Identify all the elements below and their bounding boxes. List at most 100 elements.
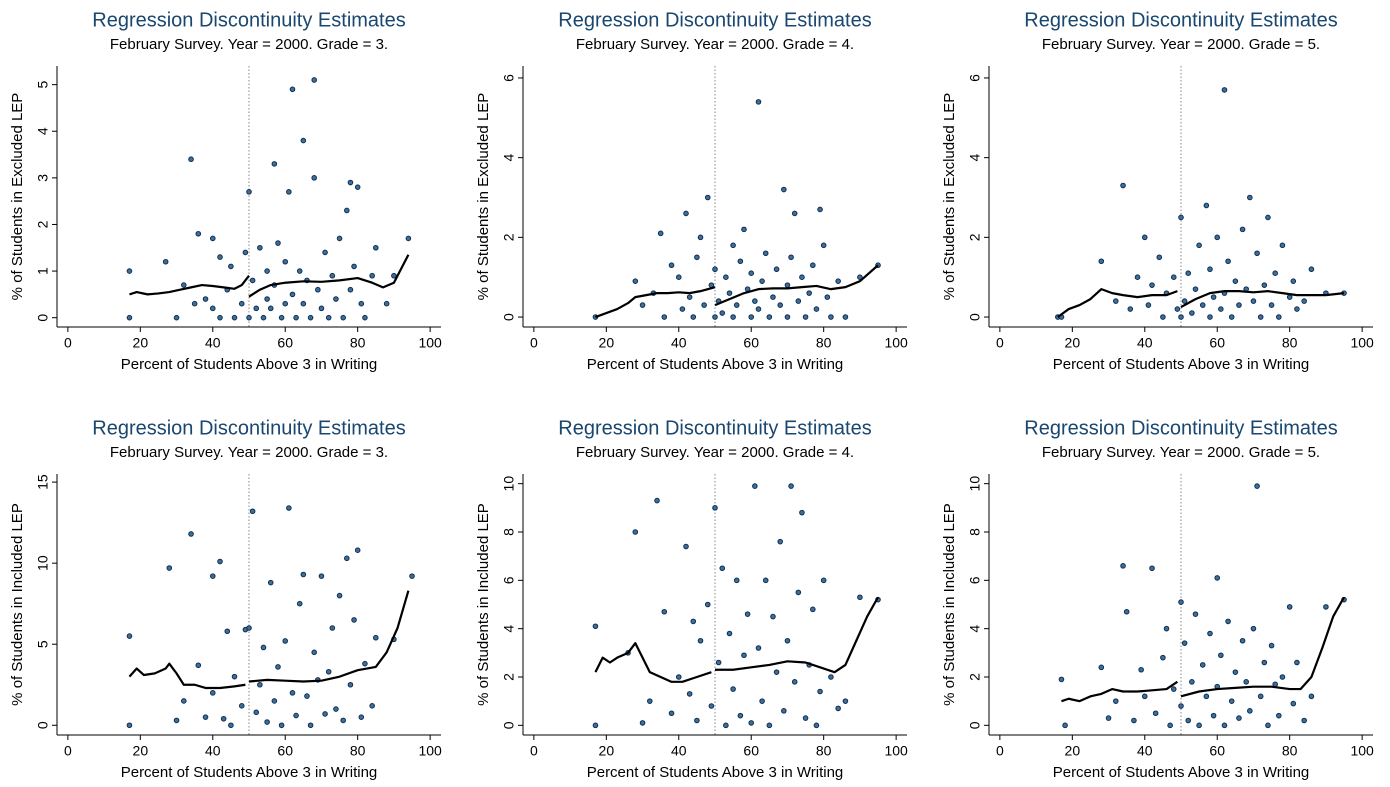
data-point xyxy=(351,617,357,623)
data-point xyxy=(322,249,328,256)
data-point xyxy=(759,278,765,284)
data-point xyxy=(1221,722,1228,729)
data-point xyxy=(835,278,841,284)
data-point xyxy=(748,314,755,320)
data-point xyxy=(1279,674,1286,680)
data-point xyxy=(770,294,776,300)
data-point xyxy=(293,314,299,321)
y-tick-label: 5 xyxy=(35,640,51,648)
data-point xyxy=(228,722,234,729)
data-point xyxy=(1203,202,1210,209)
panel: Regression Discontinuity Estimates Februa… xyxy=(475,417,908,781)
fit-line xyxy=(595,264,879,319)
data-point xyxy=(1243,679,1250,685)
data-point xyxy=(737,258,744,265)
data-point xyxy=(770,613,776,620)
data-point xyxy=(1214,575,1221,581)
data-point xyxy=(806,290,812,296)
x-tick-label: 100 xyxy=(884,743,908,759)
data-point xyxy=(249,277,256,284)
data-point xyxy=(810,262,816,269)
data-point xyxy=(766,722,773,729)
data-point xyxy=(1265,214,1271,221)
data-point xyxy=(202,714,209,720)
y-tick-label: 4 xyxy=(35,127,51,135)
data-point xyxy=(271,698,278,704)
panel: Regression Discontinuity Estimates Februa… xyxy=(941,9,1374,373)
y-tick-label: 0 xyxy=(967,721,983,729)
data-point xyxy=(730,242,736,249)
data-point xyxy=(1123,608,1130,615)
data-point xyxy=(1120,563,1126,569)
data-point xyxy=(344,555,350,562)
data-point xyxy=(715,659,722,666)
data-point xyxy=(318,573,325,579)
x-axis-label: Percent of Students Above 3 in Writing xyxy=(587,764,844,781)
x-axis-label: Percent of Students Above 3 in Writing xyxy=(1053,356,1310,373)
data-point xyxy=(781,708,787,714)
y-tick-label: 2 xyxy=(35,220,51,228)
data-point xyxy=(592,722,599,729)
data-point xyxy=(253,709,260,716)
data-point xyxy=(1181,640,1188,646)
data-point xyxy=(217,558,223,565)
data-point xyxy=(224,628,231,635)
data-point xyxy=(686,294,693,300)
data-point xyxy=(1290,278,1297,284)
panel-subtitle: February Survey. Year = 2000. Grade = 4. xyxy=(576,444,854,461)
data-point xyxy=(311,77,318,83)
y-tick-label: 0 xyxy=(35,314,51,322)
data-point xyxy=(762,250,769,257)
y-tick-label: 10 xyxy=(35,555,51,571)
panel-subtitle: February Survey. Year = 2000. Grade = 3. xyxy=(110,36,388,53)
y-tick-label: 0 xyxy=(35,721,51,729)
data-point xyxy=(694,717,700,724)
data-point xyxy=(336,235,343,242)
data-point xyxy=(752,298,758,304)
data-point xyxy=(1301,717,1307,724)
data-point xyxy=(1272,270,1278,277)
data-point xyxy=(712,314,718,320)
data-point xyxy=(1232,278,1239,284)
data-point xyxy=(1261,659,1268,666)
data-point xyxy=(1203,693,1210,700)
data-point xyxy=(1134,274,1141,280)
data-point xyxy=(752,483,758,489)
data-point xyxy=(1141,234,1148,241)
data-point xyxy=(788,254,794,261)
x-tick-label: 100 xyxy=(418,743,442,759)
data-point xyxy=(824,294,831,300)
data-point xyxy=(1250,298,1257,304)
data-point xyxy=(1323,604,1329,610)
data-point xyxy=(307,722,314,729)
data-point xyxy=(733,302,740,308)
data-point xyxy=(675,674,682,680)
y-tick-label: 2 xyxy=(501,673,517,681)
data-point xyxy=(275,664,281,670)
data-point xyxy=(264,268,270,274)
data-point xyxy=(1250,625,1257,632)
data-point xyxy=(282,638,289,644)
data-point xyxy=(1167,722,1173,729)
data-point xyxy=(362,314,368,321)
data-point xyxy=(271,161,278,167)
data-point xyxy=(1170,686,1177,692)
data-point xyxy=(632,529,639,535)
panel: Regression Discontinuity Estimates Februa… xyxy=(475,9,908,373)
data-point xyxy=(264,296,270,302)
data-point xyxy=(126,314,133,321)
data-point xyxy=(289,690,296,696)
x-tick-label: 40 xyxy=(1137,743,1153,759)
data-point xyxy=(1163,625,1170,632)
data-point xyxy=(788,483,794,489)
data-point xyxy=(336,592,343,599)
data-point xyxy=(1228,698,1235,704)
data-point xyxy=(661,608,668,615)
data-point xyxy=(173,314,180,321)
data-point xyxy=(1160,654,1166,661)
x-tick-label: 80 xyxy=(350,743,366,759)
y-tick-label: 0 xyxy=(501,721,517,729)
data-point xyxy=(777,538,784,545)
data-point xyxy=(209,235,216,242)
data-point xyxy=(231,314,238,321)
